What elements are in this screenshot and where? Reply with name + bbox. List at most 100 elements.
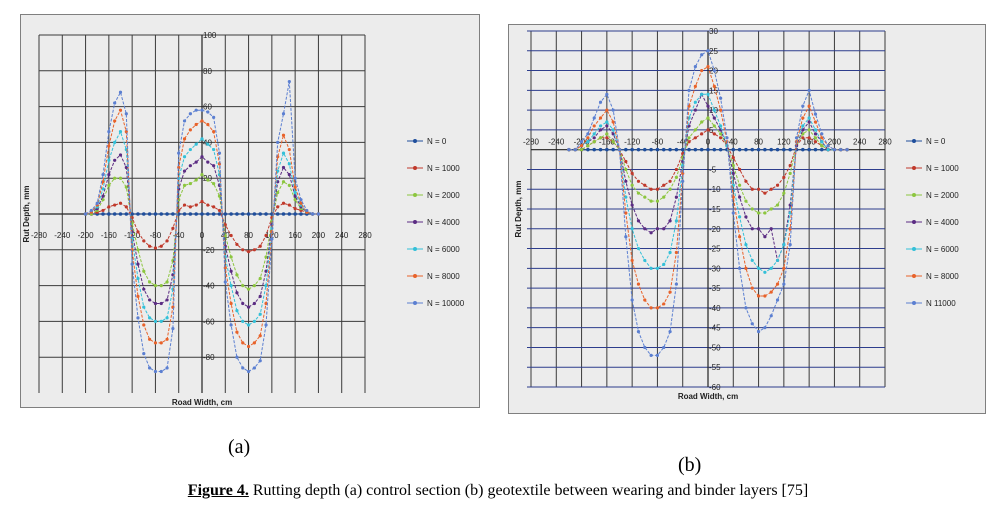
chart1-legend: N = 0 N = 1000 N = 2000 N = 4000 N = 6000 N =…: [906, 137, 959, 308]
chart1-data-point: [782, 282, 786, 286]
chart0-data-point: [107, 205, 111, 209]
chart0-data-point: [258, 334, 262, 338]
chart1-data-point: [649, 147, 653, 152]
chart0-data-point: [188, 112, 192, 116]
chart1-data-point: [668, 179, 672, 183]
chart1-legend-label: N = 4000: [926, 218, 959, 227]
chart1-data-point: [719, 136, 723, 140]
chart0-data-point: [113, 140, 117, 144]
chart1-data-point: [636, 179, 641, 183]
chart1-data-point: [700, 92, 704, 96]
chart1-data-point: [668, 250, 672, 255]
chart0-data-point: [293, 176, 297, 180]
chart0-y-tick-label: -20: [203, 246, 215, 255]
chart1-data-point: [775, 147, 780, 152]
chart0-data-point: [101, 212, 105, 216]
chart0-data-point: [281, 165, 286, 170]
chart0-data-point: [118, 108, 123, 112]
chart0-data-point: [182, 212, 187, 216]
chart1-data-point: [655, 266, 660, 270]
chart1-data-point: [763, 147, 767, 152]
chart0-data-point: [241, 366, 245, 370]
chart1-x-tick-label: -240: [548, 138, 565, 147]
chart1-data-point: [649, 266, 653, 270]
chart1-data-point: [649, 306, 653, 310]
chart0-data-point: [246, 305, 251, 309]
chart1-data-point: [611, 132, 615, 136]
chart1-data-point: [769, 207, 773, 211]
chart1-data-point: [744, 179, 748, 183]
chart1-legend-label: N = 6000: [926, 245, 959, 254]
chart0-x-tick-label: 80: [244, 231, 253, 240]
chart1-data-point: [636, 191, 641, 195]
chart0-data-point: [200, 173, 204, 177]
chart1-data-point: [661, 147, 666, 152]
chart1-data-point: [782, 243, 786, 247]
chart1-y-tick-label: -60: [709, 383, 721, 392]
chart1-data-point: [579, 148, 584, 152]
chart1-data-point: [598, 136, 603, 140]
chart0-data-point: [252, 248, 256, 252]
chart0-data-point: [299, 201, 303, 205]
chart1-data-point: [807, 136, 811, 140]
chart1-y-tick-label: -40: [709, 304, 721, 313]
chart0-x-tick-label: 200: [312, 231, 326, 240]
chart1-data-point: [738, 183, 742, 187]
chart1-data-point: [769, 147, 774, 152]
chart1-data-point: [807, 147, 811, 152]
chart1-data-point: [655, 227, 660, 231]
chart0-x-tick-label: -240: [54, 231, 71, 240]
chart0-data-point: [188, 181, 192, 186]
chart0-y-tick-label: -40: [203, 282, 215, 291]
chart1-x-tick-label: 160: [802, 138, 816, 147]
chart1-data-point: [598, 147, 603, 152]
chart1-data-point: [643, 258, 647, 263]
chart1-data-point: [649, 353, 653, 357]
chart0-data-point: [136, 276, 140, 281]
chart1-data-point: [706, 65, 710, 69]
chart1-series-6: [567, 49, 849, 357]
chart0-data-point: [142, 287, 146, 291]
chart0-data-point: [223, 223, 227, 227]
chart0-data-point: [287, 162, 291, 166]
chart0-data-point: [188, 147, 192, 152]
chart1-data-point: [674, 195, 678, 199]
chart1-y-tick-label: -30: [709, 264, 721, 273]
chart0-data-point: [159, 244, 163, 248]
chart0-data-point: [159, 369, 163, 374]
chart1-data-point: [801, 116, 805, 120]
chart0-x-axis-label: Road Width, cm: [172, 398, 232, 407]
chart1-data-point: [700, 120, 704, 124]
chart1-data-point: [801, 147, 805, 152]
chart1-data-point: [719, 132, 723, 136]
chart0-data-point: [107, 144, 111, 148]
chart1-data-point: [655, 147, 660, 152]
chart1-x-tick-label: 240: [853, 138, 867, 147]
chart1-data-point: [744, 215, 748, 219]
chart0-data-point: [206, 203, 210, 207]
chart1-data-point: [636, 282, 641, 286]
chart1-data-point: [700, 68, 704, 73]
chart0-data-point: [113, 203, 117, 207]
chart1-data-point: [586, 144, 590, 148]
chart0-data-point: [241, 319, 245, 323]
chart1-data-point: [592, 147, 597, 152]
chart0-x-tick-label: -80: [150, 231, 162, 240]
chart0-legend-marker: [413, 139, 417, 143]
chart0-data-point: [229, 212, 233, 216]
chart0-data-point: [235, 309, 239, 313]
chart1-data-point: [643, 227, 647, 231]
chart1-data-point: [624, 195, 628, 199]
chart1-data-point: [845, 148, 849, 152]
chart1-data-point: [624, 167, 628, 172]
chart0-data-point: [264, 323, 268, 327]
chart1-data-point: [807, 128, 811, 132]
chart0-data-point: [153, 212, 158, 216]
chart1-legend-marker: [912, 247, 916, 251]
chart1-data-point: [674, 167, 678, 172]
chart0-data-point: [287, 203, 291, 207]
chart1-gridlines: [527, 30, 886, 388]
chart0-data-point: [113, 119, 117, 123]
chart1-data-point: [763, 326, 767, 330]
chart0-data-point: [212, 205, 216, 209]
